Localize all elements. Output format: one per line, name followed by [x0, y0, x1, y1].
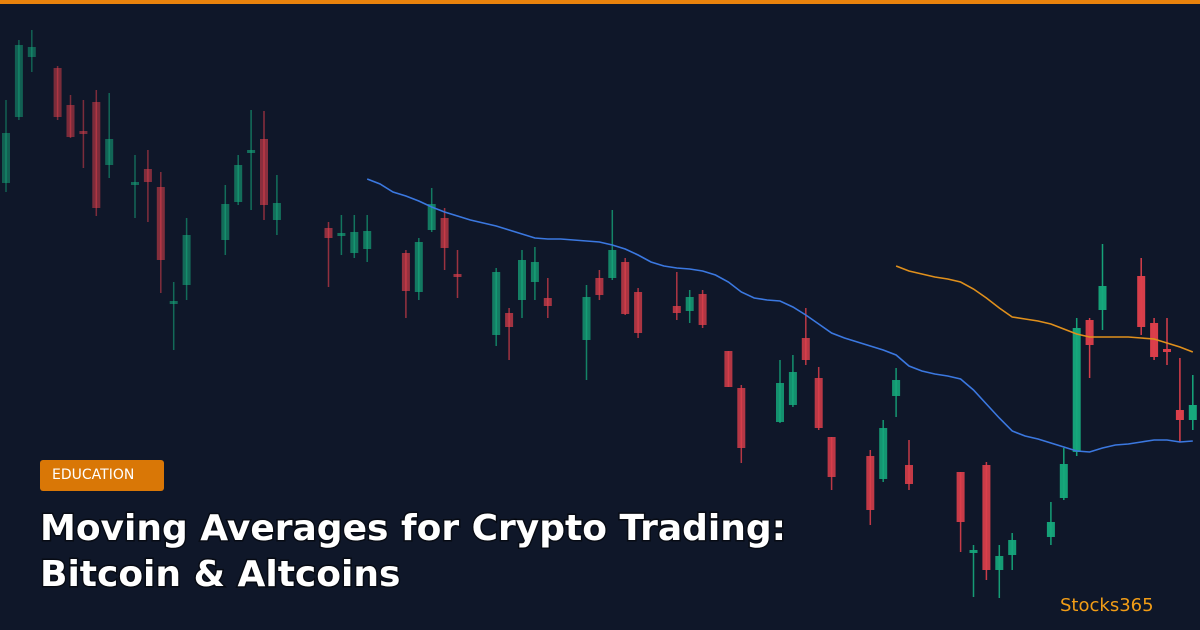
candle-body	[234, 165, 243, 202]
candle-body	[221, 204, 230, 240]
candle-body	[156, 187, 165, 260]
candle-body	[92, 102, 101, 208]
candle-body	[401, 253, 410, 291]
candle-body	[143, 169, 152, 182]
moving-average-line	[895, 265, 1194, 353]
candle-body	[982, 465, 991, 570]
candle-body	[505, 313, 514, 327]
candle-body	[1175, 410, 1184, 420]
candle-body	[518, 260, 526, 300]
candle-body	[105, 139, 114, 165]
candle-body	[182, 235, 191, 285]
candle-body	[1085, 320, 1094, 345]
candle-body	[492, 272, 501, 335]
candlestick-chart	[2, 30, 1197, 598]
top-bar	[0, 0, 1200, 4]
candle-body	[247, 150, 256, 153]
candle-body	[801, 338, 810, 360]
candle-body	[440, 218, 449, 248]
candle-body	[1098, 286, 1107, 310]
candle-body	[724, 351, 733, 387]
candle-body	[827, 437, 836, 477]
candle-body	[324, 228, 333, 238]
tag-text: EDUCATION	[52, 467, 134, 483]
candle-body	[272, 203, 281, 220]
candle-body	[79, 131, 88, 134]
candle-body	[363, 231, 372, 249]
candle-body	[53, 68, 62, 117]
candle-body	[776, 383, 784, 422]
candle-body	[427, 204, 436, 230]
candle-body	[905, 465, 913, 484]
candle-body	[621, 262, 630, 314]
moving-average-line	[366, 178, 1193, 453]
candle-body	[969, 550, 978, 553]
candle-body	[2, 133, 10, 183]
candle-body	[131, 182, 139, 185]
candle-body	[1059, 464, 1068, 498]
candle-body	[543, 298, 552, 306]
candle-body	[66, 105, 75, 137]
candle-body	[737, 388, 746, 448]
candle-body	[698, 294, 707, 325]
candle-body	[814, 378, 823, 428]
candle-body	[530, 262, 539, 282]
candle-body	[608, 250, 617, 278]
candle-body	[995, 556, 1004, 570]
candle-body	[27, 47, 36, 57]
title-line: Bitcoin & Altcoins	[40, 554, 400, 595]
candle-body	[1150, 323, 1159, 357]
candle-body	[595, 278, 604, 295]
candle-body	[788, 372, 797, 405]
candle-body	[1046, 522, 1055, 537]
candle-body	[453, 274, 462, 277]
candle-body	[169, 301, 178, 304]
title-line: Moving Averages for Crypto Trading:	[40, 508, 786, 549]
candle-body	[634, 292, 643, 333]
candle-body	[685, 297, 694, 311]
candle-body	[260, 139, 268, 205]
candle-body	[1188, 405, 1197, 420]
candle-body	[956, 472, 965, 522]
brand: Stocks365	[1060, 595, 1154, 616]
candle-body	[414, 242, 423, 292]
candle-body	[879, 428, 888, 479]
candle-body	[350, 232, 359, 253]
candle-body	[14, 45, 23, 117]
candle-body	[1008, 540, 1017, 555]
candle-body	[672, 306, 681, 313]
candle-body	[892, 380, 901, 396]
candle-body	[1072, 328, 1081, 452]
candle-body	[582, 297, 591, 340]
candle-body	[1163, 349, 1171, 352]
candle-body	[337, 233, 346, 236]
candle-body	[866, 456, 875, 510]
candle-body	[1137, 276, 1146, 327]
tag-badge	[40, 460, 164, 491]
